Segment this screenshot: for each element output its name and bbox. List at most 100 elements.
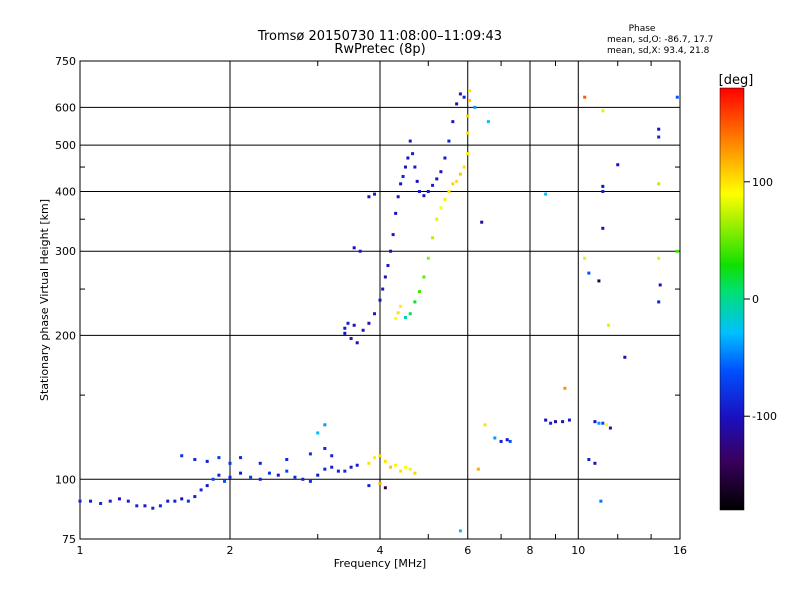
data-point (378, 454, 382, 458)
data-point (583, 256, 587, 260)
data-point (435, 217, 439, 221)
y-tick-label: 300 (55, 245, 76, 258)
data-point (78, 499, 82, 503)
data-point (381, 287, 385, 291)
data-point (593, 420, 597, 424)
data-point (553, 420, 557, 424)
data-point (597, 279, 601, 283)
data-point (217, 456, 221, 460)
y-tick-label: 400 (55, 185, 76, 198)
data-point (199, 488, 203, 492)
data-point (468, 99, 472, 103)
data-point (468, 89, 472, 93)
data-point (455, 102, 459, 106)
data-point (561, 420, 565, 424)
colorbar-label: [deg] (719, 73, 754, 88)
data-point (378, 481, 382, 485)
data-point (316, 431, 320, 435)
data-point (239, 456, 243, 460)
data-point (180, 454, 184, 458)
data-point (508, 439, 512, 443)
data-point (403, 315, 407, 319)
data-point (308, 452, 312, 456)
x-tick-labels: 1 2 4 6 8 10 16 (77, 544, 688, 557)
data-point (657, 135, 661, 139)
data-point (391, 233, 395, 237)
data-point (323, 423, 327, 427)
x-axis-label: Frequency [MHz] (334, 557, 426, 570)
data-point (358, 249, 362, 253)
data-point (228, 461, 232, 465)
data-point (431, 236, 435, 240)
data-point (135, 504, 139, 508)
data-point (408, 467, 412, 471)
data-point (447, 189, 451, 193)
data-point (349, 337, 353, 341)
colorbar-tick-label: -100 (752, 410, 777, 423)
data-point (285, 457, 289, 461)
colorbar-tick-label: 0 (752, 293, 759, 306)
data-point (367, 484, 371, 488)
data-point (293, 475, 297, 479)
data-point (623, 355, 627, 359)
data-point (343, 331, 347, 335)
data-point (616, 163, 620, 167)
data-point (408, 312, 412, 316)
data-point (383, 486, 387, 490)
data-point (193, 457, 197, 461)
x-tick-label: 10 (571, 544, 585, 557)
y-tick-label: 200 (55, 329, 76, 342)
data-point (415, 179, 419, 183)
data-points (78, 89, 679, 533)
data-point (443, 156, 447, 160)
data-point (173, 499, 177, 503)
data-point (587, 457, 591, 461)
data-point (378, 298, 382, 302)
data-point (422, 275, 426, 279)
data-point (323, 467, 327, 471)
data-point (413, 471, 417, 475)
data-point (316, 473, 320, 477)
data-point (355, 463, 359, 467)
data-point (258, 461, 262, 465)
grid-lines (80, 61, 680, 539)
data-point (143, 504, 147, 508)
data-point (458, 172, 462, 176)
data-point (383, 459, 387, 463)
y-tick-label: 750 (55, 55, 76, 68)
data-point (439, 170, 443, 174)
data-point (417, 189, 421, 193)
data-point (601, 109, 605, 113)
phase-stats-heading: Phase (629, 24, 656, 34)
data-point (276, 473, 280, 477)
data-point (228, 475, 232, 479)
data-point (361, 328, 365, 332)
x-tick-label: 16 (673, 544, 687, 557)
data-point (480, 220, 484, 224)
data-point (205, 484, 209, 488)
data-point (117, 497, 121, 501)
data-point (483, 423, 487, 427)
data-point (473, 105, 477, 109)
data-point (406, 156, 410, 160)
data-point (466, 114, 470, 118)
chart-subtitle: RwPretec (8p) (334, 42, 425, 57)
y-tick-label: 500 (55, 139, 76, 152)
x-tick-label: 4 (377, 544, 384, 557)
data-point (355, 341, 359, 345)
data-point (451, 120, 455, 124)
data-point (343, 326, 347, 330)
data-point (330, 465, 334, 469)
data-point (373, 192, 377, 196)
data-point (180, 497, 184, 501)
data-point (367, 321, 371, 325)
data-point (258, 477, 262, 481)
data-point (403, 165, 407, 169)
data-point (249, 475, 253, 479)
data-point (597, 421, 601, 425)
x-tick-label: 8 (527, 544, 534, 557)
data-point (399, 469, 403, 473)
data-point (386, 264, 390, 268)
data-point (394, 316, 398, 320)
